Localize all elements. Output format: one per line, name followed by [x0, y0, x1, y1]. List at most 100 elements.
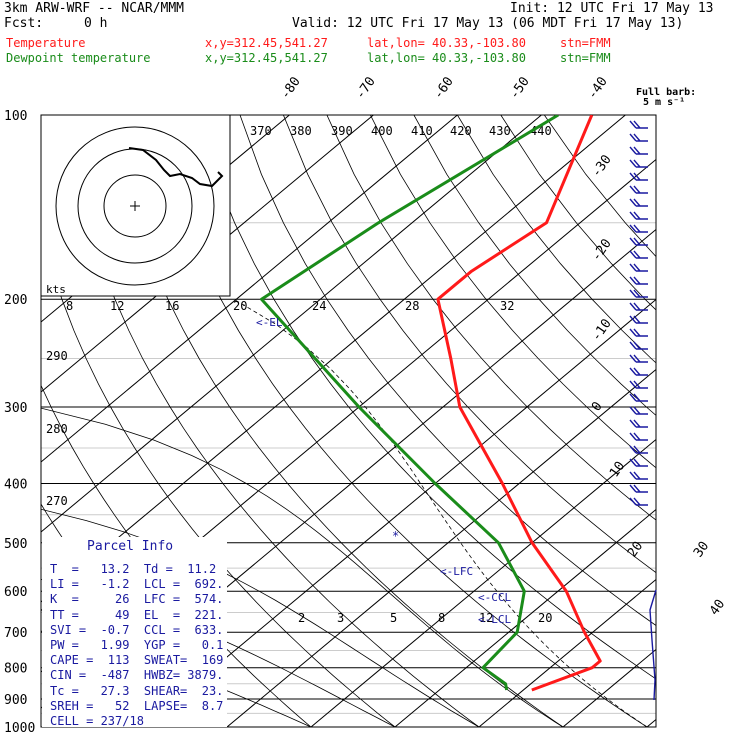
wind-barb: [629, 250, 648, 259]
model-title: 3km ARW-WRF -- NCAR/MMM: [4, 1, 185, 16]
pressure-label-500: 500: [4, 537, 27, 552]
theta-label: 390: [331, 124, 353, 138]
dry-adiabat: [500, 115, 656, 311]
marker-lcl: <-LCL: [478, 613, 511, 626]
parcel-info-row: CIN = -487 HWBZ= 3879.: [50, 668, 224, 683]
temp-tick-label: 20: [625, 539, 646, 560]
hodograph: [40, 114, 231, 297]
temp-tick-label: 10: [607, 459, 628, 480]
moist-adiabat: [41, 508, 480, 727]
dry-adiabat: [109, 115, 564, 727]
mixing-label: 8: [438, 611, 445, 625]
dew-xy: x,y=312.45,541.27: [205, 51, 328, 65]
theta-label: 410: [411, 124, 433, 138]
mixing-label: 2: [298, 611, 305, 625]
profile-temperature: [436, 115, 602, 692]
moist-adiabat: [233, 298, 648, 727]
parcel-info-row: PW = 1.99 YGP = 0.1: [50, 638, 224, 652]
pressure-label-600: 600: [4, 585, 27, 600]
hodo-tick: 32: [500, 299, 514, 313]
dew-stn: stn=FMM: [560, 51, 611, 65]
parcel-info-row: K = 26 LFC = 574.: [50, 592, 224, 607]
parcel-info-row: Tc = 27.3 SHEAR= 23.: [50, 683, 224, 698]
wind-barb: [629, 354, 648, 363]
temp-tick-label: 0: [589, 399, 606, 414]
fcst-label: Fcst:: [4, 16, 44, 31]
temp-tick-label: -50: [507, 74, 533, 102]
dry-adiabat: [152, 115, 648, 727]
mixing-label: 12: [479, 611, 493, 625]
dew-legend: Dewpoint temperature: [6, 51, 151, 65]
mixing-label: 5: [390, 611, 397, 625]
barb-unit: 5 m s⁻¹: [643, 97, 686, 108]
isotherm: [41, 115, 626, 603]
isotherm: [41, 115, 458, 463]
dry-adiabat: [370, 115, 656, 469]
parcel-info-row: SREH = 52 LAPSE= 8.7: [50, 698, 224, 713]
pressure-labels: 100 200 300 400 500 600 700 800 900 1000: [4, 109, 35, 736]
parcel-info-title: Parcel Info: [87, 539, 174, 554]
theta-low-label: 270: [46, 494, 68, 508]
wind-barb: [629, 445, 648, 454]
theta-label: 380: [290, 124, 312, 138]
pressure-label-400: 400: [4, 477, 27, 492]
wind-barb: [629, 406, 648, 415]
marker-ccl: <-CCL: [478, 591, 511, 604]
wind-barb: [629, 393, 648, 402]
temp-tick-label: -20: [589, 236, 615, 264]
wind-barbs: [629, 115, 657, 727]
isotherm: [394, 508, 656, 727]
isotherm: [478, 578, 656, 727]
wind-barb: [629, 237, 648, 246]
wind-barb: [629, 341, 648, 350]
wind-barb: [629, 211, 648, 220]
mixing-label: 3: [337, 611, 344, 625]
pressure-label-200: 200: [4, 293, 27, 308]
wind-barb: [629, 198, 648, 207]
parcel-info-row: TT = 49 EL = 221.: [50, 607, 224, 622]
wind-barb: [629, 419, 648, 428]
pressure-label-900: 900: [4, 693, 27, 708]
wind-barb: [629, 302, 648, 311]
mixing-ratio-labels: 2 3 5 8 12 20: [298, 611, 552, 625]
temp-tick-label: -60: [431, 74, 457, 102]
parcel-info-row: SVI = -0.7 CCL = 633.: [50, 622, 224, 637]
profiles: [260, 115, 602, 692]
parcel-info-row: T = 13.2 Td = 11.2: [50, 562, 217, 576]
wind-barb: [629, 120, 648, 129]
hodo-tick: 12: [110, 299, 124, 313]
wind-barb: [629, 224, 648, 233]
temp-tick-label: -80: [278, 74, 304, 102]
theta-label: 430: [489, 124, 511, 138]
wind-barb: [629, 172, 648, 181]
wind-barb: [629, 263, 648, 272]
temp-tick-label: 30: [691, 539, 712, 560]
wind-barb: [629, 458, 648, 467]
hodo-tick: 28: [405, 299, 419, 313]
hodo-tick: 8: [66, 299, 73, 313]
isotherm: [731, 115, 740, 727]
temp-legend: Temperature: [6, 36, 86, 50]
wind-barb: [629, 276, 648, 285]
dew-latlon: lat,lon= 40.33,-103.80: [367, 51, 526, 65]
wind-barb: [629, 146, 648, 155]
isotherm: [646, 718, 656, 727]
wind-barb: [629, 315, 648, 324]
temp-tick-label: -40: [585, 74, 611, 102]
pressure-label-100: 100: [4, 109, 27, 124]
dry-adiabat: [457, 115, 656, 364]
wind-barb: [629, 159, 648, 168]
wind-barb-low: [649, 589, 657, 701]
dry-adiabat: [413, 115, 656, 416]
dry-adiabat: [283, 115, 656, 574]
dry-adiabat: [65, 115, 480, 727]
wind-barb: [629, 185, 648, 194]
hodo-tick: 20: [233, 299, 247, 313]
hodo-kts-label: kts: [46, 283, 66, 296]
theta-label: 370: [250, 124, 272, 138]
valid-time: Valid: 12 UTC Fri 17 May 13 (06 MDT Fri …: [292, 16, 684, 31]
fcst-value: 0 h: [84, 16, 108, 31]
profile-dewpoint: [260, 115, 559, 691]
